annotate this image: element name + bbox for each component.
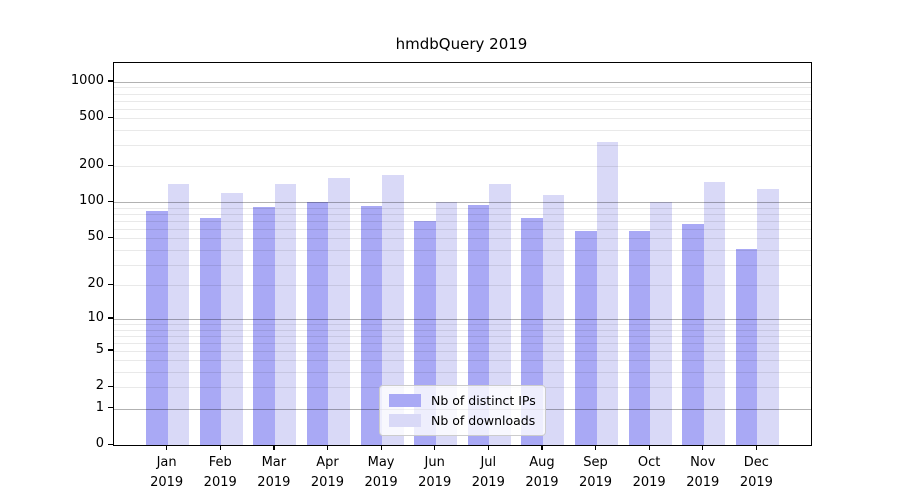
bar-jan-downloads — [167, 184, 190, 445]
chart-title: hmdbQuery 2019 — [395, 35, 528, 53]
x-tick-label-oct: Oct 2019 — [632, 455, 666, 490]
gridline-1000 — [114, 81, 811, 83]
x-tick-label-mar: Mar 2019 — [257, 455, 291, 490]
bar-mar-downloads — [274, 184, 297, 445]
bar-feb-downloads — [221, 192, 243, 445]
y-tick-mark-50 — [108, 236, 113, 239]
x-tick-mark-mar — [273, 445, 275, 450]
y-tick-label-20: 20 — [87, 276, 104, 291]
x-tick-mark-jul — [487, 445, 489, 450]
y-tick-mark-200 — [108, 164, 113, 166]
y-tick-label-50: 50 — [87, 229, 104, 245]
y-tick-label-10: 10 — [87, 309, 104, 325]
bar-apr-distinct-ips — [306, 202, 329, 445]
bar-oct-distinct-ips — [628, 230, 651, 445]
y-tick-mark-20 — [108, 283, 113, 285]
x-tick-label-aug: Aug 2019 — [525, 455, 559, 490]
y-tick-label-1: 1 — [95, 399, 104, 415]
x-tick-mark-feb — [219, 445, 221, 450]
bar-mar-distinct-ips — [253, 207, 275, 445]
x-tick-mark-jun — [434, 445, 436, 450]
y-tick-mark-10 — [108, 317, 113, 319]
legend-entry-distinct-ips: Nb of distinct IPs — [389, 393, 536, 408]
legend-entry-downloads: Nb of downloads — [389, 413, 536, 428]
gridline-600 — [114, 108, 811, 110]
gridline-500 — [114, 118, 811, 120]
legend-label: Nb of distinct IPs — [431, 393, 536, 408]
bar-dec-distinct-ips — [735, 248, 758, 445]
y-tick-mark-500 — [108, 116, 113, 118]
gridline-800 — [114, 93, 811, 95]
x-tick-mark-aug — [541, 445, 543, 450]
x-tick-label-may: May 2019 — [364, 455, 398, 490]
bar-jul-downloads — [489, 184, 511, 445]
x-tick-label-jun: Jun 2019 — [418, 455, 452, 490]
gridline-300 — [114, 145, 811, 147]
bar-oct-downloads — [650, 201, 672, 445]
bar-apr-downloads — [328, 177, 350, 445]
y-tick-label-1000: 1000 — [70, 72, 104, 88]
legend: Nb of distinct IPs Nb of downloads — [379, 385, 546, 436]
x-tick-mark-nov — [702, 445, 704, 450]
y-tick-label-200: 200 — [79, 157, 104, 173]
x-tick-label-jul: Jul 2019 — [471, 455, 505, 490]
bar-dec-downloads — [757, 188, 779, 445]
y-tick-mark-0 — [108, 443, 113, 445]
bar-may-downloads — [382, 175, 404, 445]
x-tick-mark-dec — [755, 445, 758, 450]
bar-aug-downloads — [542, 195, 565, 445]
x-tick-mark-jan — [166, 445, 168, 450]
y-tick-label-5: 5 — [95, 341, 104, 357]
y-tick-mark-1000 — [108, 80, 113, 82]
gridline-900 — [114, 87, 811, 89]
bar-sep-distinct-ips — [575, 230, 597, 445]
bar-may-distinct-ips — [360, 205, 383, 445]
gridline-700 — [114, 100, 811, 102]
legend-label: Nb of downloads — [431, 413, 536, 428]
x-tick-label-sep: Sep 2019 — [578, 455, 613, 490]
x-tick-mark-oct — [648, 445, 650, 450]
gridline-400 — [114, 130, 811, 132]
y-tick-mark-5 — [108, 349, 113, 351]
y-tick-label-500: 500 — [79, 109, 104, 125]
y-tick-label-0: 0 — [95, 436, 104, 451]
y-tick-label-2: 2 — [95, 378, 104, 394]
bar-jun-downloads — [435, 201, 458, 445]
x-tick-mark-may — [380, 445, 382, 450]
legend-swatch-icon — [389, 394, 421, 407]
x-tick-label-dec: Dec 2019 — [739, 455, 773, 490]
x-tick-label-apr: Apr 2019 — [310, 455, 344, 490]
x-tick-label-jan: Jan 2019 — [150, 455, 184, 490]
bar-sep-downloads — [596, 141, 619, 445]
x-tick-mark-sep — [595, 445, 597, 450]
x-tick-mark-apr — [326, 445, 329, 450]
bar-nov-distinct-ips — [682, 224, 704, 445]
bar-nov-downloads — [703, 182, 726, 445]
y-tick-label-100: 100 — [79, 193, 104, 209]
x-tick-label-nov: Nov 2019 — [686, 455, 720, 490]
y-tick-mark-2 — [108, 385, 113, 387]
y-tick-mark-1 — [108, 407, 113, 409]
x-tick-label-feb: Feb 2019 — [203, 455, 237, 490]
legend-swatch-icon — [389, 414, 421, 427]
gridline-200 — [114, 166, 811, 168]
bar-feb-distinct-ips — [199, 218, 222, 445]
y-tick-mark-100 — [108, 200, 113, 203]
bar-jan-distinct-ips — [146, 210, 168, 445]
